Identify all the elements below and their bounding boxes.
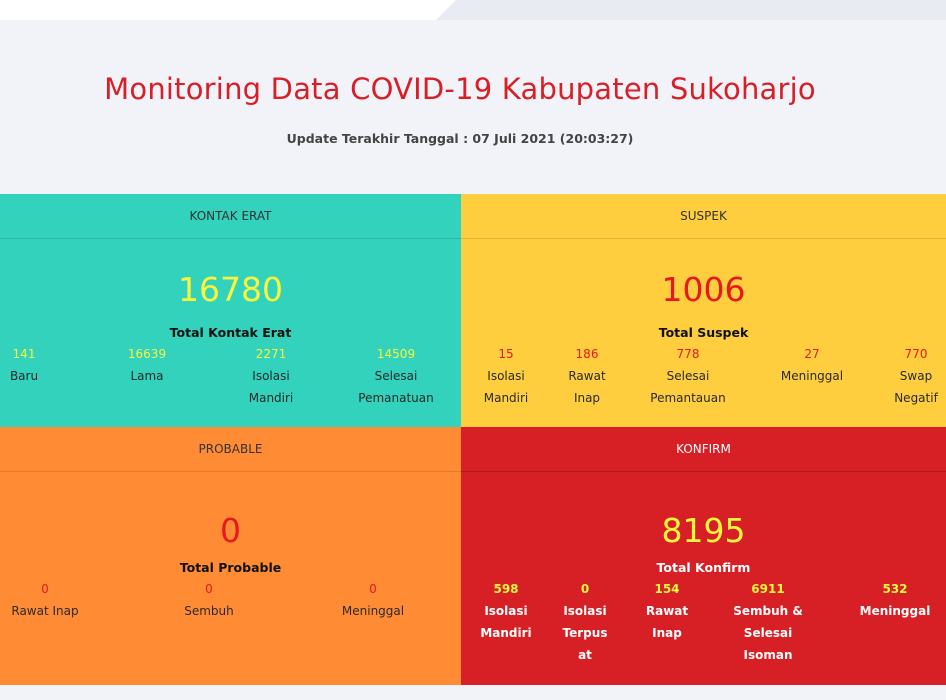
stat-label-line1: Rawat: [645, 604, 689, 618]
stat-label-line2: Inap: [573, 391, 601, 405]
stat-value: 0: [369, 582, 377, 596]
stat-label-line2: Pemanatuan: [358, 391, 434, 405]
probable-total-label: Total Probable: [179, 560, 282, 575]
stat-label: Meninggal: [341, 604, 405, 618]
konfirm-stat-meninggal: 532 Meninggal: [853, 578, 937, 622]
page-bottom-strip: [0, 685, 946, 700]
stat-label-line1: Isolasi: [563, 604, 607, 618]
stat-label-line2: Selesai: [743, 626, 793, 640]
stat-value: 14509: [376, 347, 416, 361]
stat-value: 186: [575, 347, 599, 361]
suspek-heading: SUSPEK: [461, 194, 946, 239]
stat-value: 6911: [751, 582, 785, 596]
stat-label-line2: Mandiri: [248, 391, 294, 405]
stat-value: 15: [498, 347, 514, 361]
stat-value: 16639: [127, 347, 167, 361]
kontak-erat-total-label: Total Kontak Erat: [169, 325, 292, 340]
stat-label-line3: Isoman: [743, 648, 793, 662]
stat-label: Meninggal: [780, 369, 844, 383]
stat-value: 2271: [255, 347, 287, 361]
stat-label-line1: Isolasi: [252, 369, 290, 383]
stat-label-line2: Inap: [652, 626, 682, 640]
stat-label-line3: at: [578, 648, 592, 662]
kontak-erat-panel: KONTAK ERAT 16780 Total Kontak Erat 141 …: [0, 194, 461, 427]
konfirm-stat-isolasi-mandiri: 598 Isolasi Mandiri: [475, 578, 537, 644]
konfirm-panel: KONFIRM 8195 Total Konfirm 598 Isolasi M…: [461, 427, 946, 685]
stat-value: 0: [205, 582, 213, 596]
probable-stat-sembuh: 0 Sembuh: [164, 578, 254, 622]
last-update-text: Update Terakhir Tanggal : 07 Juli 2021 (…: [286, 131, 634, 146]
stat-value: 770: [904, 347, 928, 361]
suspek-stat-rawat-inap: 186 Rawat Inap: [557, 343, 617, 409]
stat-value: 0: [580, 582, 590, 596]
stat-label-line2: Pemantauan: [650, 391, 726, 405]
konfirm-stat-sembuh-selesai-isoman: 6911 Sembuh & Selesai Isoman: [723, 578, 813, 666]
probable-heading: PROBABLE: [0, 427, 461, 472]
suspek-stat-selesai-pemantauan: 778 Selesai Pemantauan: [631, 343, 745, 409]
stat-label-line1: Sembuh &: [733, 604, 803, 618]
konfirm-total-label: Total Konfirm: [656, 560, 751, 575]
page-title: Monitoring Data COVID-19 Kabupaten Sukoh…: [104, 72, 816, 106]
konfirm-stat-isolasi-terpusat: 0 Isolasi Terpus at: [555, 578, 615, 666]
suspek-total: 1006: [661, 270, 746, 309]
suspek-stat-meninggal: 27 Meninggal: [767, 343, 857, 387]
probable-stat-rawat-inap: 0 Rawat Inap: [0, 578, 90, 622]
stat-label-line1: Isolasi: [487, 369, 525, 383]
stat-value: 0: [41, 582, 49, 596]
stat-label: Baru: [9, 369, 39, 383]
stat-value: 154: [654, 582, 680, 596]
stat-label-line1: Isolasi: [484, 604, 528, 618]
stat-label-line1: Selesai: [666, 369, 710, 383]
stat-label-line2: Terpus: [562, 626, 608, 640]
stat-label-line1: Swap: [899, 369, 933, 383]
stat-label: Sembuh: [184, 604, 234, 618]
suspek-stat-isolasi-mandiri: 15 Isolasi Mandiri: [473, 343, 539, 409]
kontak-erat-stat-selesai-pemantauan: 14509 Selesai Pemanatuan: [346, 343, 446, 409]
stat-value: 778: [676, 347, 700, 361]
top-navbar: [0, 0, 946, 20]
konfirm-stat-rawat-inap: 154 Rawat Inap: [637, 578, 697, 644]
kontak-erat-heading: KONTAK ERAT: [0, 194, 461, 239]
kontak-erat-total: 16780: [178, 270, 283, 309]
stat-value: 598: [493, 582, 519, 596]
konfirm-heading: KONFIRM: [461, 427, 946, 472]
kontak-erat-stat-lama: 16639 Lama: [112, 343, 182, 387]
probable-stat-meninggal: 0 Meninggal: [328, 578, 418, 622]
stat-label-line2: Negatif: [894, 391, 938, 405]
stat-label: Meninggal: [859, 604, 931, 618]
kontak-erat-stat-isolasi-mandiri: 2271 Isolasi Mandiri: [236, 343, 306, 409]
stat-value: 27: [804, 347, 820, 361]
probable-panel: PROBABLE 0 Total Probable 0 Rawat Inap 0…: [0, 427, 461, 685]
konfirm-total: 8195: [661, 511, 746, 550]
stat-label: Rawat Inap: [11, 604, 79, 618]
stat-value: 532: [882, 582, 908, 596]
stat-label-line2: Mandiri: [483, 391, 529, 405]
navbar-slant-decoration: [436, 0, 946, 20]
kontak-erat-stat-baru: 141 Baru: [4, 343, 44, 387]
stat-label: Lama: [130, 369, 164, 383]
stat-label-line1: Rawat: [568, 369, 606, 383]
suspek-stat-swap-negatif: 770 Swap Negatif: [881, 343, 946, 409]
suspek-total-label: Total Suspek: [658, 325, 749, 340]
stat-value: 141: [12, 347, 36, 361]
suspek-panel: SUSPEK 1006 Total Suspek 15 Isolasi Mand…: [461, 194, 946, 427]
stat-label-line1: Selesai: [374, 369, 418, 383]
probable-total: 0: [220, 511, 241, 550]
stat-label-line2: Mandiri: [480, 626, 532, 640]
